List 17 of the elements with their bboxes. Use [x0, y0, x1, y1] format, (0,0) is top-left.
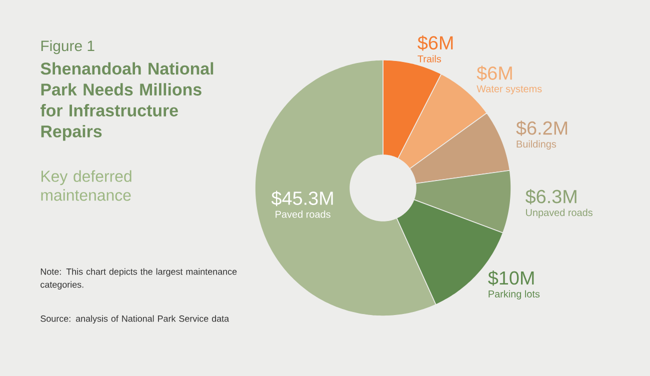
slice-label: Water systems [476, 85, 542, 94]
data-label: $10M [488, 270, 534, 286]
text: Shenandoah National Park Needs Millions for Infrastructure Repairs [40, 62, 214, 141]
text: Key deferred maintenance [41, 170, 132, 201]
caption: Figure 1 [41, 40, 94, 54]
data-label: $6.3M [526, 189, 576, 204]
slice-label: Parking lots [488, 290, 540, 300]
slice-label: Paved roads [276, 210, 330, 218]
data-label: $6M [476, 66, 512, 81]
data-label: $6M [418, 35, 453, 51]
source-note: Source: analysis of National Park Service data [40, 315, 230, 324]
slice-label: Buildings [516, 140, 556, 150]
data-label: $6.2M [516, 120, 568, 136]
slice-label: Trails [418, 55, 442, 62]
data-label: $45.3M [271, 190, 333, 206]
slice-label: Unpaved roads [526, 208, 592, 218]
text: Note: This chart depicts the largest maintenance categories. [40, 268, 237, 290]
